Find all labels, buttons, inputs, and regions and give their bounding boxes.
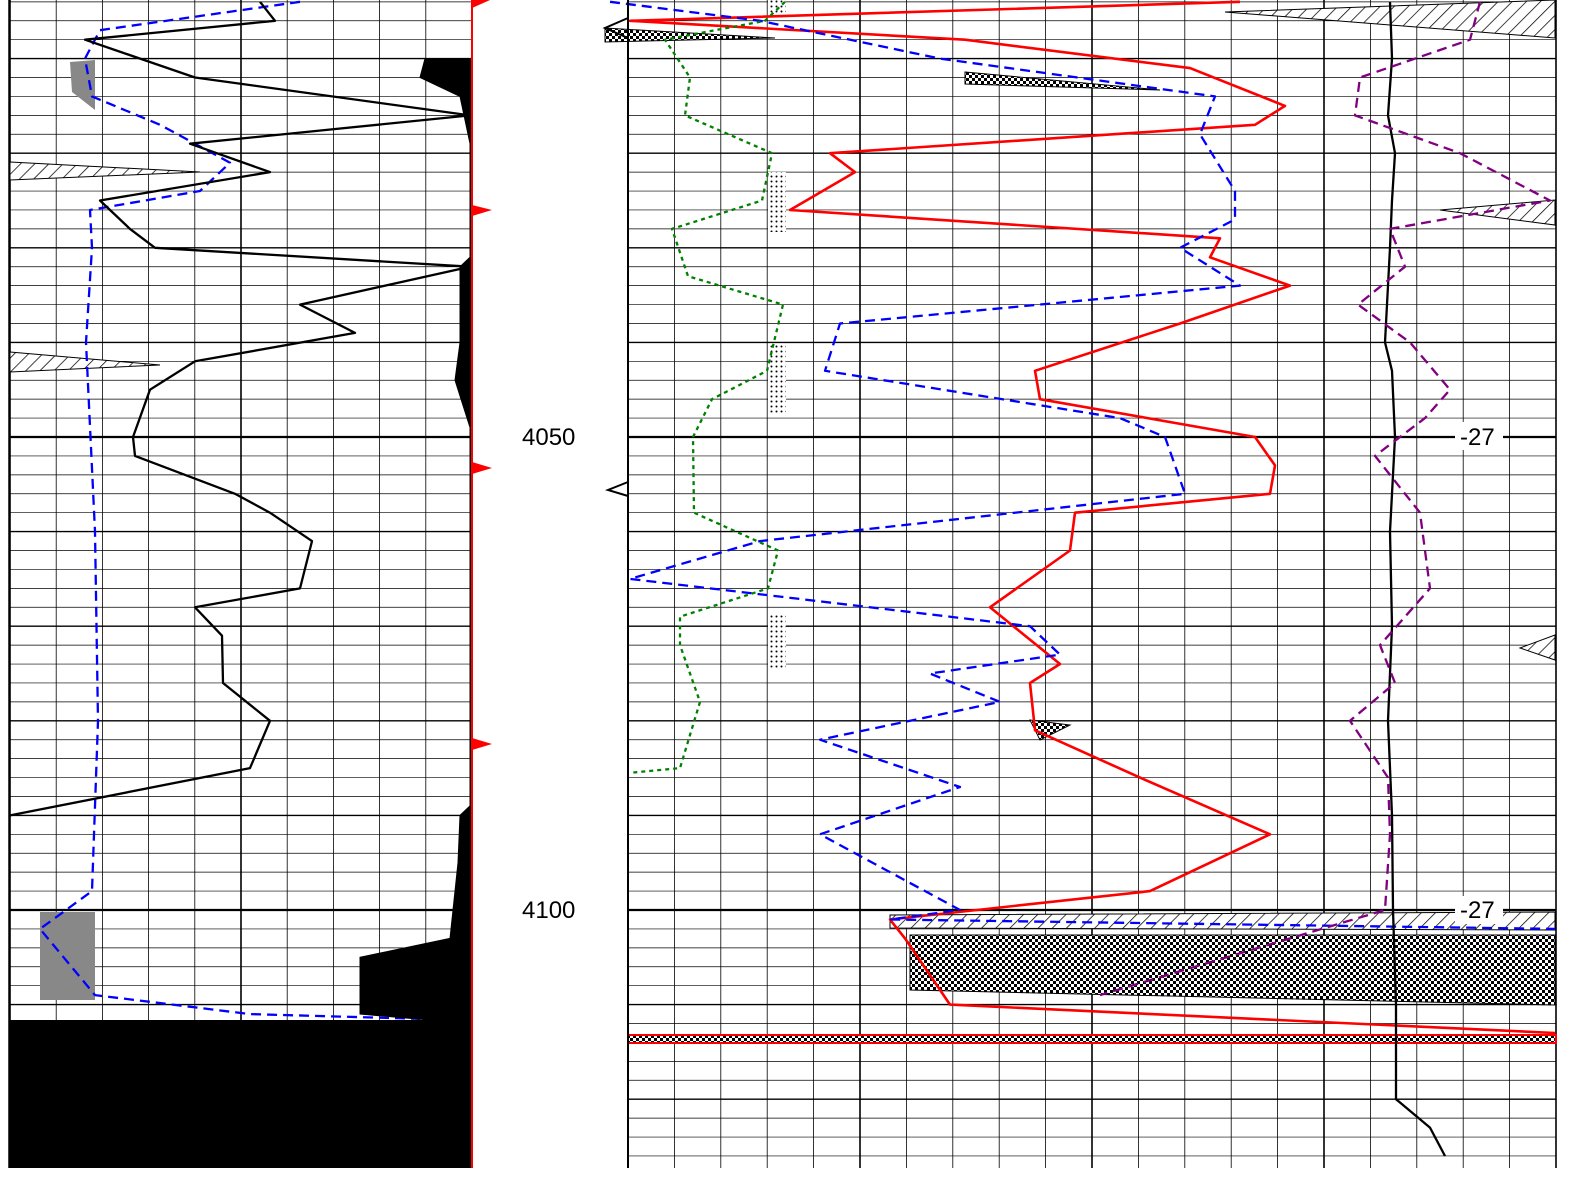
track-1-markers [472,0,492,750]
track-3-dotted-fill [768,172,786,232]
track-3-red-band [627,1034,1557,1044]
track-1-hatch-fill [9,161,201,181]
track-1-gray-fill [70,60,95,110]
t1-black-solid-curve [9,1,472,817]
track-1-hatch-fill [9,351,161,373]
track-3-markers [602,17,629,497]
annotation-bg [1455,896,1503,924]
curve-annotation: -27 [1460,424,1495,451]
t3-purple-dash-curve [1099,1,1552,997]
annotation-bg [1455,422,1503,450]
track-3-grid [627,0,1557,1168]
track-3-dotted-fill [768,345,786,415]
track-3-hatch-fill [1518,634,1556,661]
t3-black-solid-curve [1383,1,1447,1157]
track-3-hatch-fill [1439,199,1556,226]
track-3-dotted-fill [768,615,786,670]
t3-red-solid-curve [628,0,1556,1035]
t3-blue-dash-curve [609,0,1556,931]
track-1-gray-fill [40,912,95,1000]
track-1-bottom-block [10,1020,472,1168]
depth-label-4050: 4050 [522,424,575,451]
series-layer [9,0,1556,1157]
track-3-checker-fill [964,71,1161,91]
curve-annotation: -27 [1460,897,1495,924]
t3-green-dot-curve [629,0,786,774]
track-3-checker-fill [604,27,776,43]
t1-blue-dash-curve [38,0,421,1020]
depth-label-4100: 4100 [522,897,575,924]
t2-black-step-curve [359,58,473,1024]
track-3-checker-fill [909,934,1556,1006]
